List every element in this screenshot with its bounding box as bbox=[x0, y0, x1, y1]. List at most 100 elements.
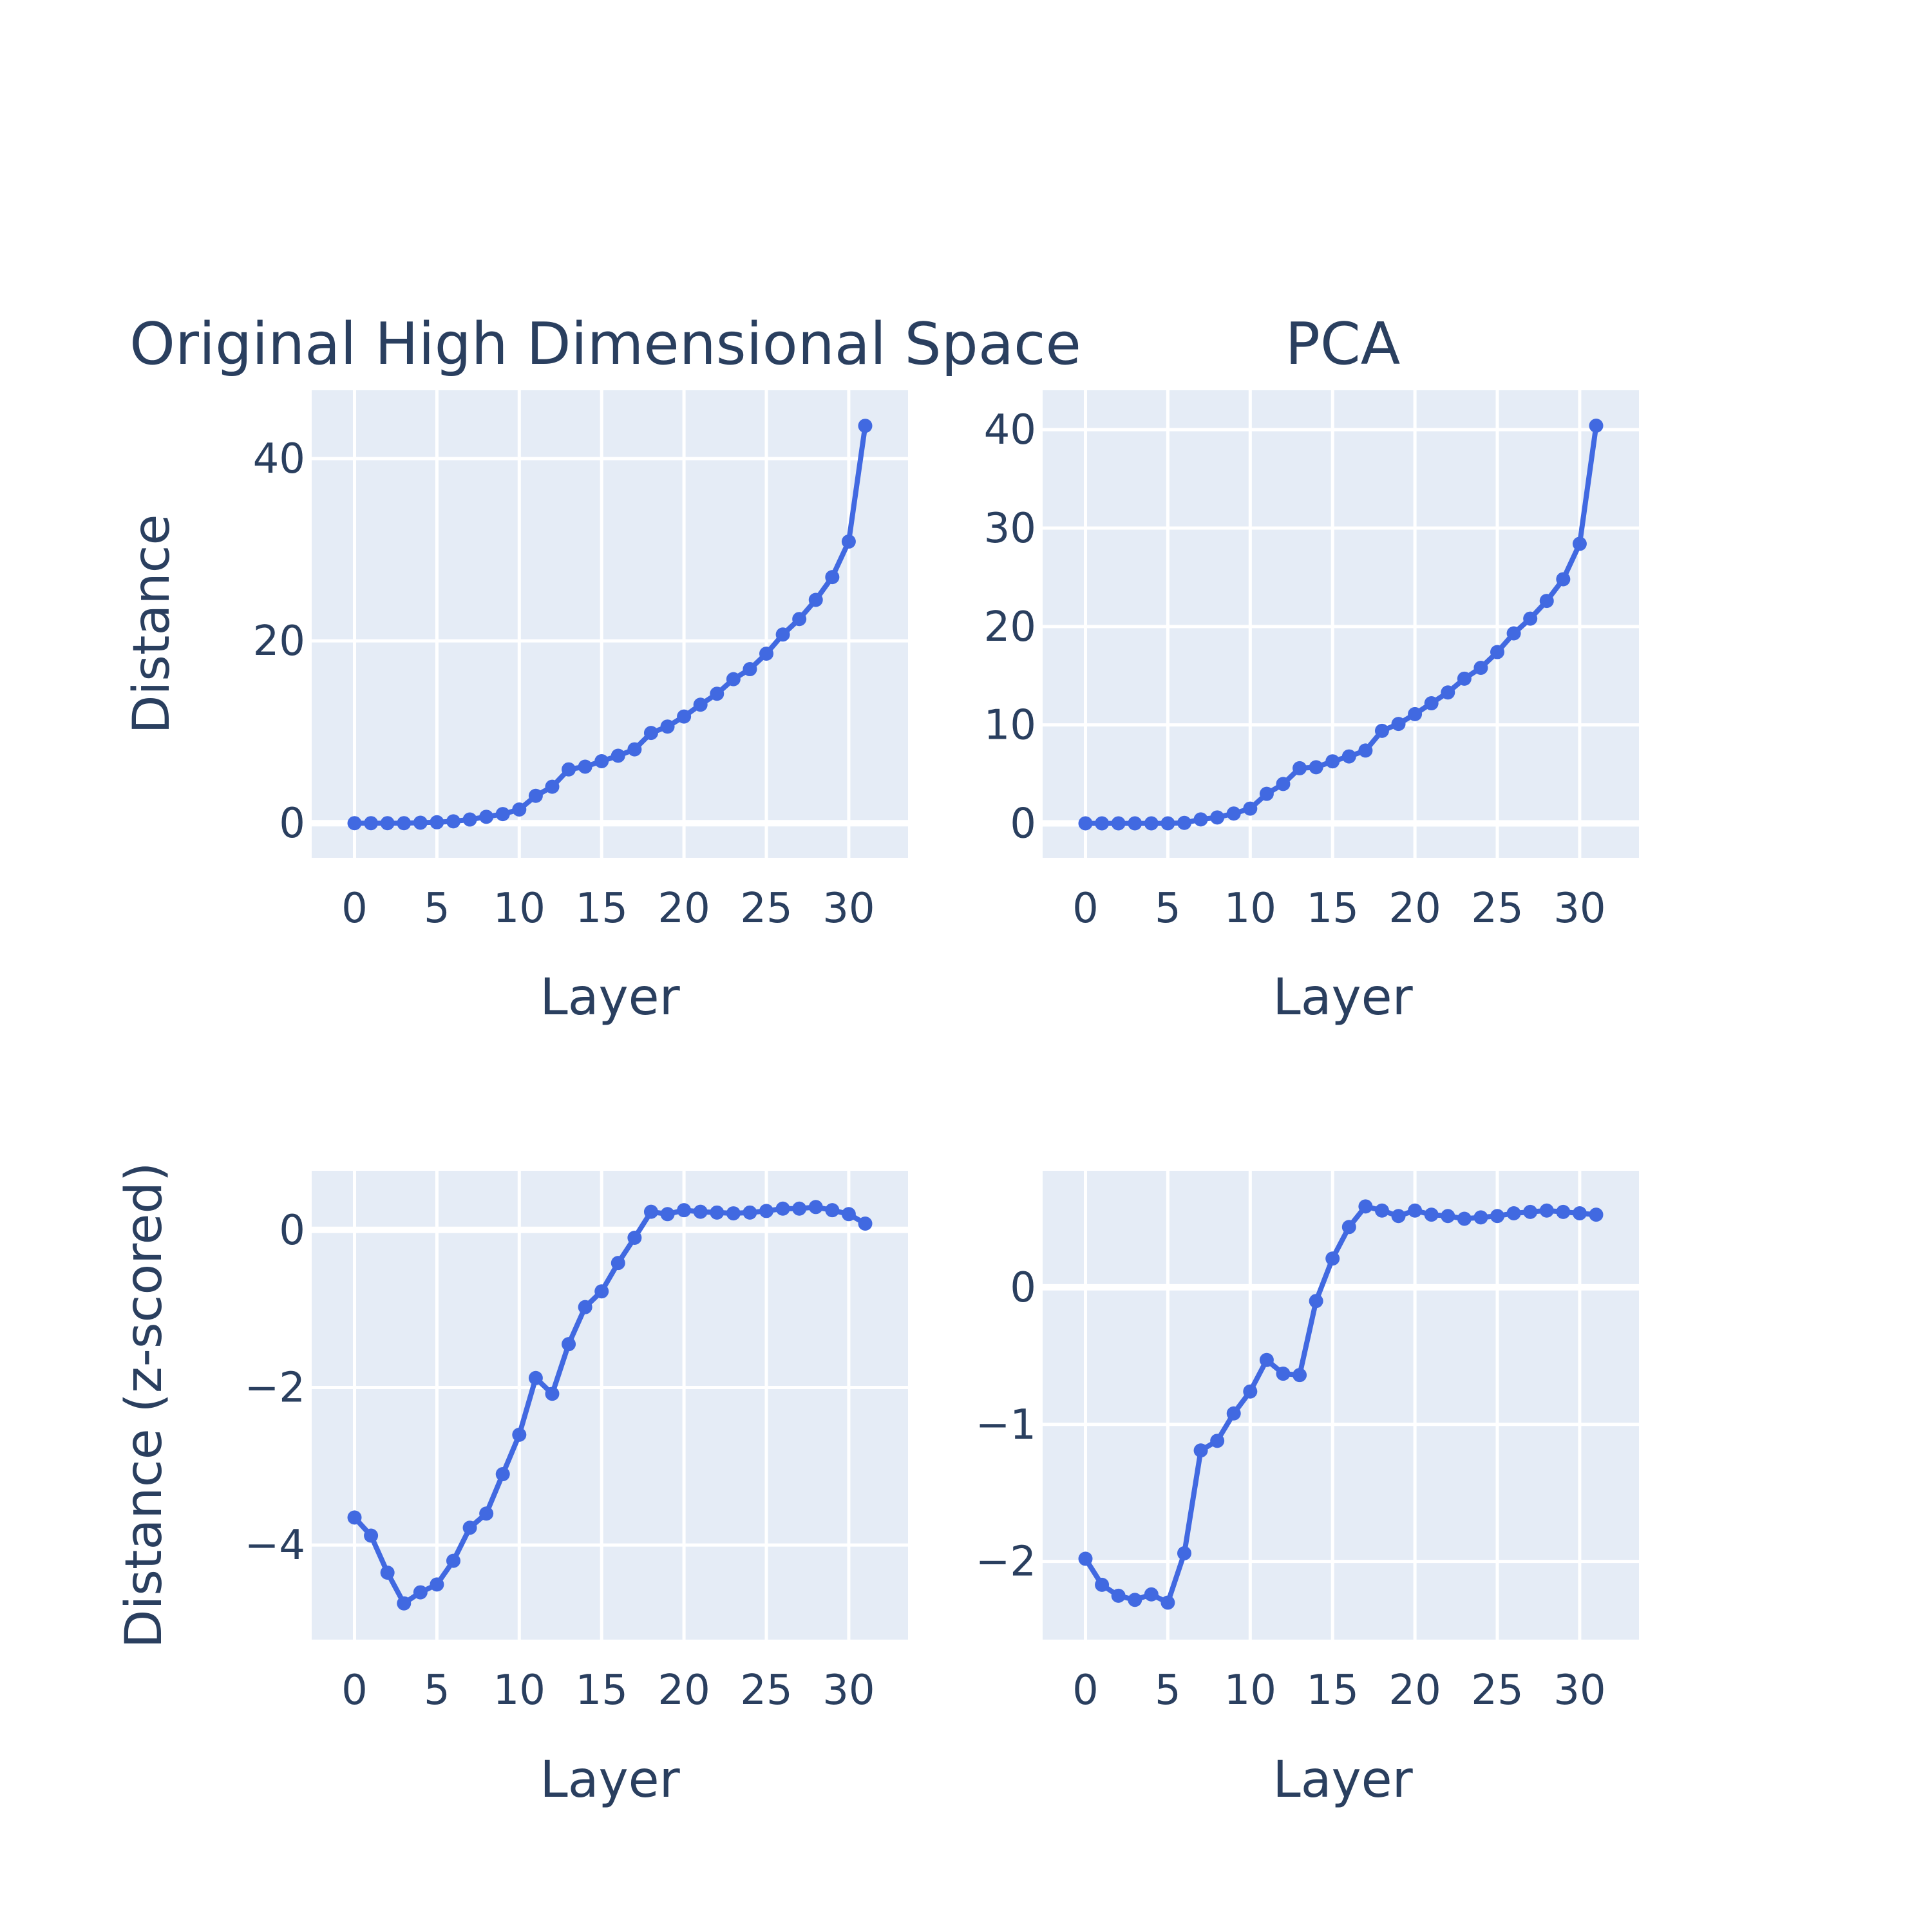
data-point[interactable] bbox=[1095, 1577, 1110, 1592]
data-point[interactable] bbox=[643, 726, 658, 741]
data-point[interactable] bbox=[1408, 1203, 1423, 1218]
data-point[interactable] bbox=[627, 1231, 642, 1245]
data-point[interactable] bbox=[825, 570, 840, 585]
data-point[interactable] bbox=[1506, 1206, 1521, 1220]
data-point[interactable] bbox=[528, 788, 543, 803]
data-point[interactable] bbox=[693, 1204, 708, 1219]
data-point[interactable] bbox=[413, 1585, 428, 1600]
data-point[interactable] bbox=[495, 1467, 510, 1482]
data-point[interactable] bbox=[347, 816, 362, 831]
data-point[interactable] bbox=[1556, 1204, 1571, 1219]
data-point[interactable] bbox=[1341, 1220, 1356, 1235]
data-point[interactable] bbox=[479, 810, 494, 824]
data-point[interactable] bbox=[1325, 754, 1340, 769]
data-point[interactable] bbox=[1160, 816, 1175, 831]
data-point[interactable] bbox=[364, 816, 379, 831]
data-point[interactable] bbox=[1144, 816, 1159, 831]
data-point[interactable] bbox=[858, 419, 873, 433]
data-point[interactable] bbox=[380, 1566, 395, 1580]
data-point[interactable] bbox=[1325, 1251, 1340, 1266]
data-point[interactable] bbox=[1341, 749, 1356, 764]
data-point[interactable] bbox=[512, 802, 527, 817]
data-point[interactable] bbox=[743, 662, 757, 677]
data-point[interactable] bbox=[1243, 1384, 1258, 1399]
data-point[interactable] bbox=[1177, 1546, 1191, 1560]
data-point[interactable] bbox=[1243, 801, 1258, 816]
data-point[interactable] bbox=[792, 1201, 807, 1216]
data-point[interactable] bbox=[1473, 661, 1488, 676]
data-point[interactable] bbox=[1572, 536, 1587, 551]
data-point[interactable] bbox=[1391, 717, 1406, 732]
data-point[interactable] bbox=[512, 1427, 527, 1442]
data-point[interactable] bbox=[1293, 761, 1307, 775]
data-point[interactable] bbox=[1589, 419, 1604, 433]
data-point[interactable] bbox=[364, 1528, 379, 1543]
data-point[interactable] bbox=[1374, 1203, 1389, 1218]
data-point[interactable] bbox=[825, 1203, 840, 1218]
data-point[interactable] bbox=[660, 719, 675, 734]
data-point[interactable] bbox=[1473, 1210, 1488, 1225]
data-point[interactable] bbox=[808, 1200, 823, 1215]
data-point[interactable] bbox=[1523, 611, 1538, 626]
data-point[interactable] bbox=[446, 814, 460, 829]
data-point[interactable] bbox=[841, 534, 856, 549]
data-point[interactable] bbox=[1259, 1352, 1274, 1367]
data-point[interactable] bbox=[677, 1203, 692, 1218]
data-point[interactable] bbox=[1177, 815, 1191, 830]
data-point[interactable] bbox=[1490, 1209, 1505, 1224]
data-point[interactable] bbox=[726, 672, 741, 687]
data-point[interactable] bbox=[347, 1510, 362, 1525]
data-point[interactable] bbox=[1589, 1208, 1604, 1222]
data-point[interactable] bbox=[1424, 696, 1439, 711]
data-point[interactable] bbox=[627, 742, 642, 757]
data-point[interactable] bbox=[743, 1205, 757, 1220]
data-point[interactable] bbox=[1144, 1587, 1159, 1602]
data-point[interactable] bbox=[1309, 1294, 1323, 1309]
data-point[interactable] bbox=[1226, 1406, 1241, 1421]
data-point[interactable] bbox=[1424, 1208, 1439, 1222]
data-point[interactable] bbox=[759, 646, 774, 661]
data-point[interactable] bbox=[1259, 786, 1274, 801]
data-point[interactable] bbox=[611, 748, 625, 763]
data-point[interactable] bbox=[775, 1201, 790, 1216]
data-point[interactable] bbox=[1506, 626, 1521, 641]
data-point[interactable] bbox=[446, 1553, 460, 1568]
data-point[interactable] bbox=[1128, 1593, 1142, 1607]
data-point[interactable] bbox=[430, 815, 444, 829]
data-point[interactable] bbox=[1441, 1209, 1455, 1224]
data-point[interactable] bbox=[841, 1207, 856, 1222]
data-point[interactable] bbox=[858, 1216, 873, 1231]
data-point[interactable] bbox=[462, 812, 477, 827]
data-point[interactable] bbox=[1539, 594, 1554, 609]
data-point[interactable] bbox=[1523, 1204, 1538, 1219]
data-point[interactable] bbox=[1374, 723, 1389, 738]
data-point[interactable] bbox=[1391, 1209, 1406, 1224]
data-point[interactable] bbox=[1358, 743, 1373, 758]
data-point[interactable] bbox=[1078, 1551, 1093, 1566]
data-point[interactable] bbox=[1457, 1211, 1472, 1226]
data-point[interactable] bbox=[1128, 816, 1142, 831]
data-point[interactable] bbox=[1210, 810, 1225, 825]
data-point[interactable] bbox=[1441, 685, 1455, 700]
data-point[interactable] bbox=[1193, 812, 1208, 827]
data-point[interactable] bbox=[808, 592, 823, 607]
data-point[interactable] bbox=[413, 815, 428, 830]
data-point[interactable] bbox=[397, 1596, 412, 1611]
data-point[interactable] bbox=[528, 1370, 543, 1385]
data-point[interactable] bbox=[759, 1204, 774, 1218]
data-point[interactable] bbox=[594, 753, 609, 768]
data-point[interactable] bbox=[693, 697, 708, 712]
data-point[interactable] bbox=[1358, 1199, 1373, 1214]
data-point[interactable] bbox=[578, 1300, 592, 1314]
data-point[interactable] bbox=[710, 1205, 724, 1220]
data-point[interactable] bbox=[578, 759, 592, 774]
data-point[interactable] bbox=[1193, 1443, 1208, 1458]
data-point[interactable] bbox=[594, 1284, 609, 1299]
data-point[interactable] bbox=[462, 1520, 477, 1535]
data-point[interactable] bbox=[562, 762, 576, 777]
data-point[interactable] bbox=[677, 709, 692, 724]
data-point[interactable] bbox=[792, 612, 807, 627]
data-point[interactable] bbox=[1226, 806, 1241, 821]
data-point[interactable] bbox=[710, 687, 724, 701]
data-point[interactable] bbox=[1276, 777, 1291, 791]
